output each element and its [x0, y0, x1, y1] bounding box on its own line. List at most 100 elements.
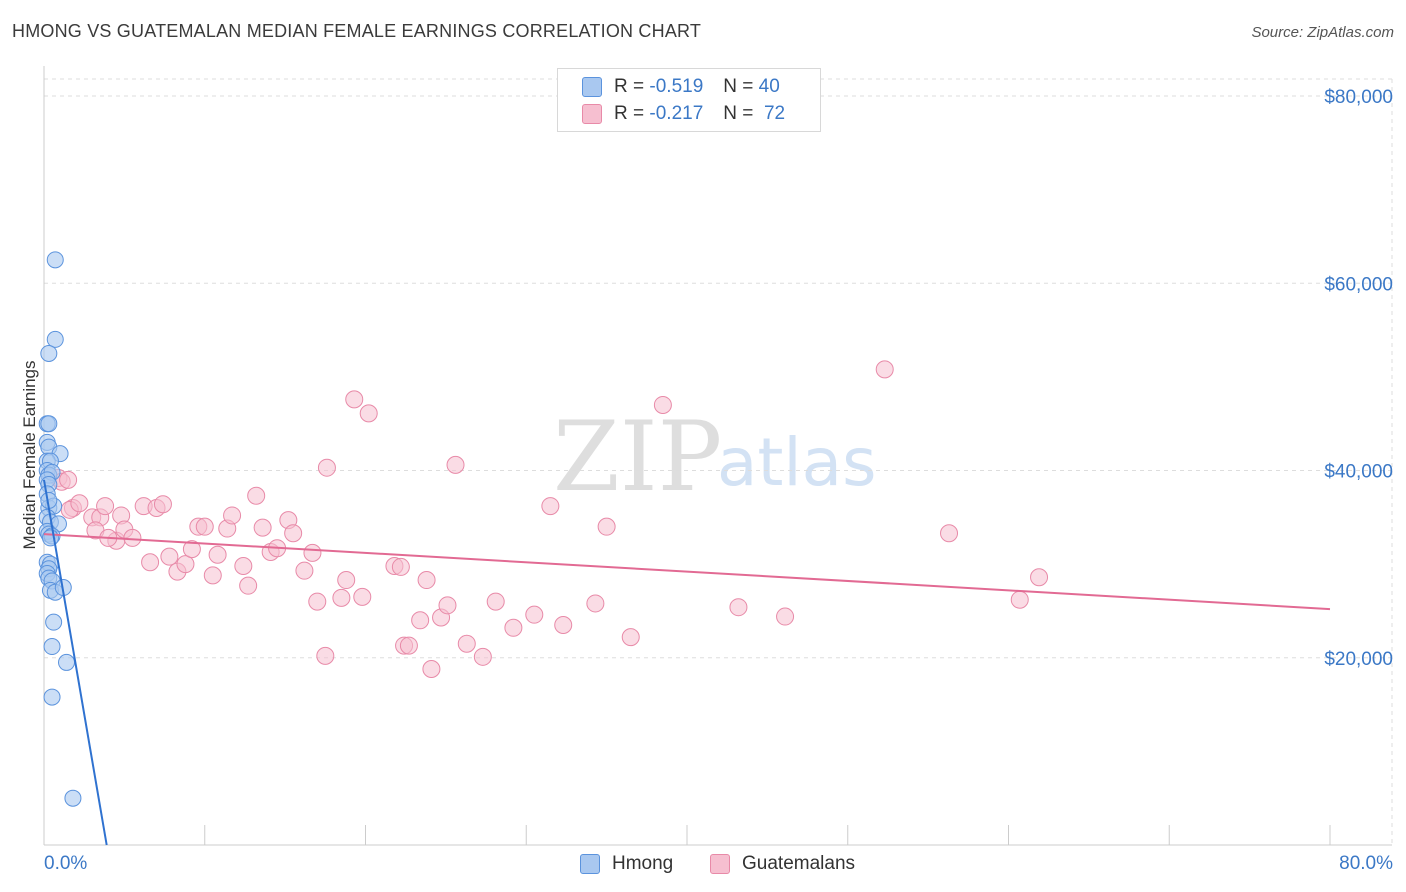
guatemalans-point [525, 605, 544, 624]
guatemalans-point [438, 596, 457, 615]
guatemalans-point [391, 557, 410, 576]
guatemalans-point [541, 497, 560, 516]
y-tick-label: $60,000 [1324, 274, 1393, 295]
bottom-legend-hmong: Hmong [580, 852, 673, 876]
watermark-zip: ZIP [553, 401, 722, 513]
guatemalans-point [457, 634, 476, 653]
hmong-point [41, 529, 59, 547]
guatemalans-point [203, 566, 222, 585]
guatemalans-point [345, 390, 364, 409]
hmong-point [46, 251, 64, 269]
guatemalans-point [353, 587, 372, 606]
hmong-points [38, 251, 82, 807]
chart-title: HMONG VS GUATEMALAN MEDIAN FEMALE EARNIN… [12, 21, 702, 41]
guatemalans-point [182, 540, 201, 559]
legend-r-label: R = [614, 103, 645, 124]
guatemalans-point [875, 360, 894, 379]
guatemalans-point [317, 458, 336, 477]
guatemalans-point [223, 506, 242, 525]
guatemalans-point [234, 556, 253, 575]
watermark: ZIP atlas [553, 401, 877, 513]
guatemalans-point [239, 576, 258, 595]
guatemalans-point [160, 547, 179, 566]
legend-row-hmong: R = -0.519 N = 40 [582, 75, 780, 99]
guatemalans-point [621, 628, 640, 647]
hmong-point [46, 330, 64, 348]
hmong-swatch [580, 854, 600, 874]
hmong-point [40, 344, 58, 362]
trend-lines [43, 479, 1331, 846]
guatemalans-point [70, 494, 89, 513]
guatemalans-point [284, 524, 303, 543]
hmong-point [43, 638, 61, 656]
guatemalans-point [411, 611, 430, 630]
guatemalans-point [59, 470, 78, 489]
guatemalans-point [123, 528, 142, 547]
hmong-trend-line [43, 479, 108, 846]
guatemalans-point [554, 615, 573, 634]
guatemalans-point [473, 647, 492, 666]
guatemalans-point [359, 404, 378, 423]
guatemalans-point [446, 455, 465, 474]
guatemalans-point [399, 636, 418, 655]
guatemalans-point [653, 395, 672, 414]
guatemalans-point [141, 553, 160, 572]
legend-r-value: -0.217 [649, 103, 704, 124]
guatemalans-point [295, 561, 314, 580]
legend-n-value: 40 [758, 76, 780, 97]
guatemalans-point [253, 518, 272, 537]
hmong-swatch [582, 77, 602, 97]
guatemalans-point [247, 486, 266, 505]
guatemalans-point [586, 594, 605, 613]
hmong-point [58, 653, 76, 671]
legend-n-value: 72 [763, 103, 786, 124]
hmong-point [45, 613, 63, 631]
legend-r-label: R = [614, 76, 645, 97]
y-tick-labels: $20,000 $40,000 $60,000 $80,000 [1324, 87, 1393, 670]
guatemalans-swatch [582, 104, 602, 124]
guatemalans-point [308, 592, 327, 611]
guatemalans-point [597, 517, 616, 536]
y-tick-label: $80,000 [1324, 87, 1393, 108]
guatemalans-swatch [710, 854, 730, 874]
guatemalans-point [303, 543, 322, 562]
guatemalans-point [208, 545, 227, 564]
guatemalans-point [176, 555, 195, 574]
guatemalans-point [729, 598, 748, 617]
guatemalans-point [96, 497, 115, 516]
legend-box: R = -0.519 N = 40 R = -0.217 N = 72 [557, 68, 821, 132]
guatemalans-point [422, 659, 441, 678]
legend-n-label: N = [723, 103, 754, 124]
x-tick-label: 80.0% [1339, 853, 1393, 874]
y-tick-label: $20,000 [1324, 649, 1393, 670]
watermark-atlas: atlas [717, 424, 877, 501]
guatemalans-points [49, 360, 1049, 678]
guatemalans-point [332, 588, 351, 607]
x-tick-labels: 0.0% 80.0% [44, 853, 1393, 874]
guatemalans-point [940, 524, 959, 543]
y-axis-label: Median Female Earnings [20, 361, 39, 550]
guatemalans-point [486, 592, 505, 611]
guatemalans-point [1010, 590, 1029, 609]
legend-row-guatemalans: R = -0.217 N = 72 [582, 102, 785, 126]
guatemalans-point [1030, 568, 1049, 587]
guatemalans-point [776, 607, 795, 626]
guatemalans-point [195, 517, 214, 536]
y-tick-label: $40,000 [1324, 462, 1393, 483]
guatemalans-point [504, 618, 523, 637]
legend-n-label: N = [723, 76, 754, 97]
guatemalans-point [316, 646, 335, 665]
hmong-point [40, 415, 58, 433]
guatemalans-trend-line [43, 533, 1331, 611]
guatemalans-legend-label: Guatemalans [742, 853, 856, 874]
x-tick-label: 0.0% [44, 853, 87, 874]
bottom-legend-guatemalans: Guatemalans [710, 852, 855, 876]
source-credit: Source: ZipAtlas.com [1251, 24, 1394, 41]
legend-r-value: -0.519 [649, 76, 704, 97]
guatemalans-point [153, 495, 172, 514]
guatemalans-point [337, 571, 356, 590]
guatemalans-point [417, 571, 436, 590]
hmong-point [43, 688, 61, 706]
hmong-point [64, 789, 82, 807]
